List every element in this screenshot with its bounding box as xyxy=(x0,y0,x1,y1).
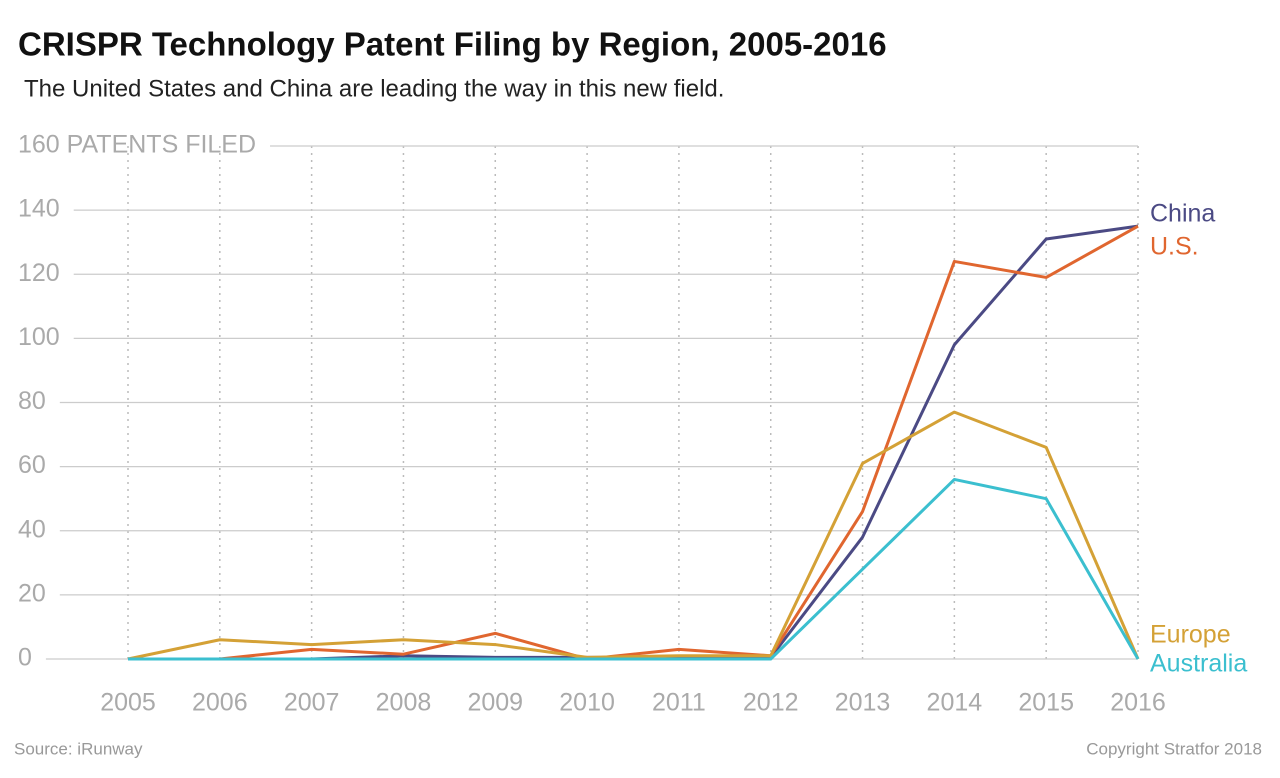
x-tick-label: 2014 xyxy=(927,689,983,717)
source: Source: iRunway xyxy=(14,739,143,758)
series-line xyxy=(128,224,1139,661)
y-tick-label: 40 xyxy=(18,515,46,543)
series-label: China xyxy=(1150,200,1215,228)
x-tick-label: 2005 xyxy=(100,689,156,717)
series-label: Australia xyxy=(1150,650,1247,678)
x-tick-label: 2009 xyxy=(467,689,523,717)
x-tick-label: 2007 xyxy=(284,689,340,717)
x-tick-label: 2006 xyxy=(192,689,248,717)
x-tick-label: 2010 xyxy=(559,689,615,717)
x-tick-label: 2011 xyxy=(652,689,706,717)
copyright: Copyright Stratfor 2018 xyxy=(1086,739,1262,758)
x-tick-label: 2012 xyxy=(743,689,799,717)
series-label: U.S. xyxy=(1150,233,1199,261)
x-tick-label: 2008 xyxy=(376,689,432,717)
y-tick-label: 140 xyxy=(18,195,60,223)
x-tick-label: 2013 xyxy=(835,689,891,717)
x-tick-label: 2015 xyxy=(1018,689,1074,717)
series-line xyxy=(127,410,1140,661)
y-tick-label: 100 xyxy=(18,323,60,351)
series-line xyxy=(128,477,1140,661)
y-tick-label: 160 PATENTS FILED xyxy=(18,131,256,159)
y-tick-label: 0 xyxy=(18,644,32,672)
chart-title: CRISPR Technology Patent Filing by Regio… xyxy=(18,26,887,63)
y-tick-label: 120 xyxy=(18,259,60,287)
series-label: Europe xyxy=(1150,621,1231,649)
y-tick-label: 60 xyxy=(18,451,46,479)
y-tick-label: 20 xyxy=(18,579,46,607)
y-tick-label: 80 xyxy=(18,387,46,415)
series-line xyxy=(128,224,1139,661)
x-tick-label: 2016 xyxy=(1110,689,1166,717)
chart-subtitle: The United States and China are leading … xyxy=(24,75,724,102)
